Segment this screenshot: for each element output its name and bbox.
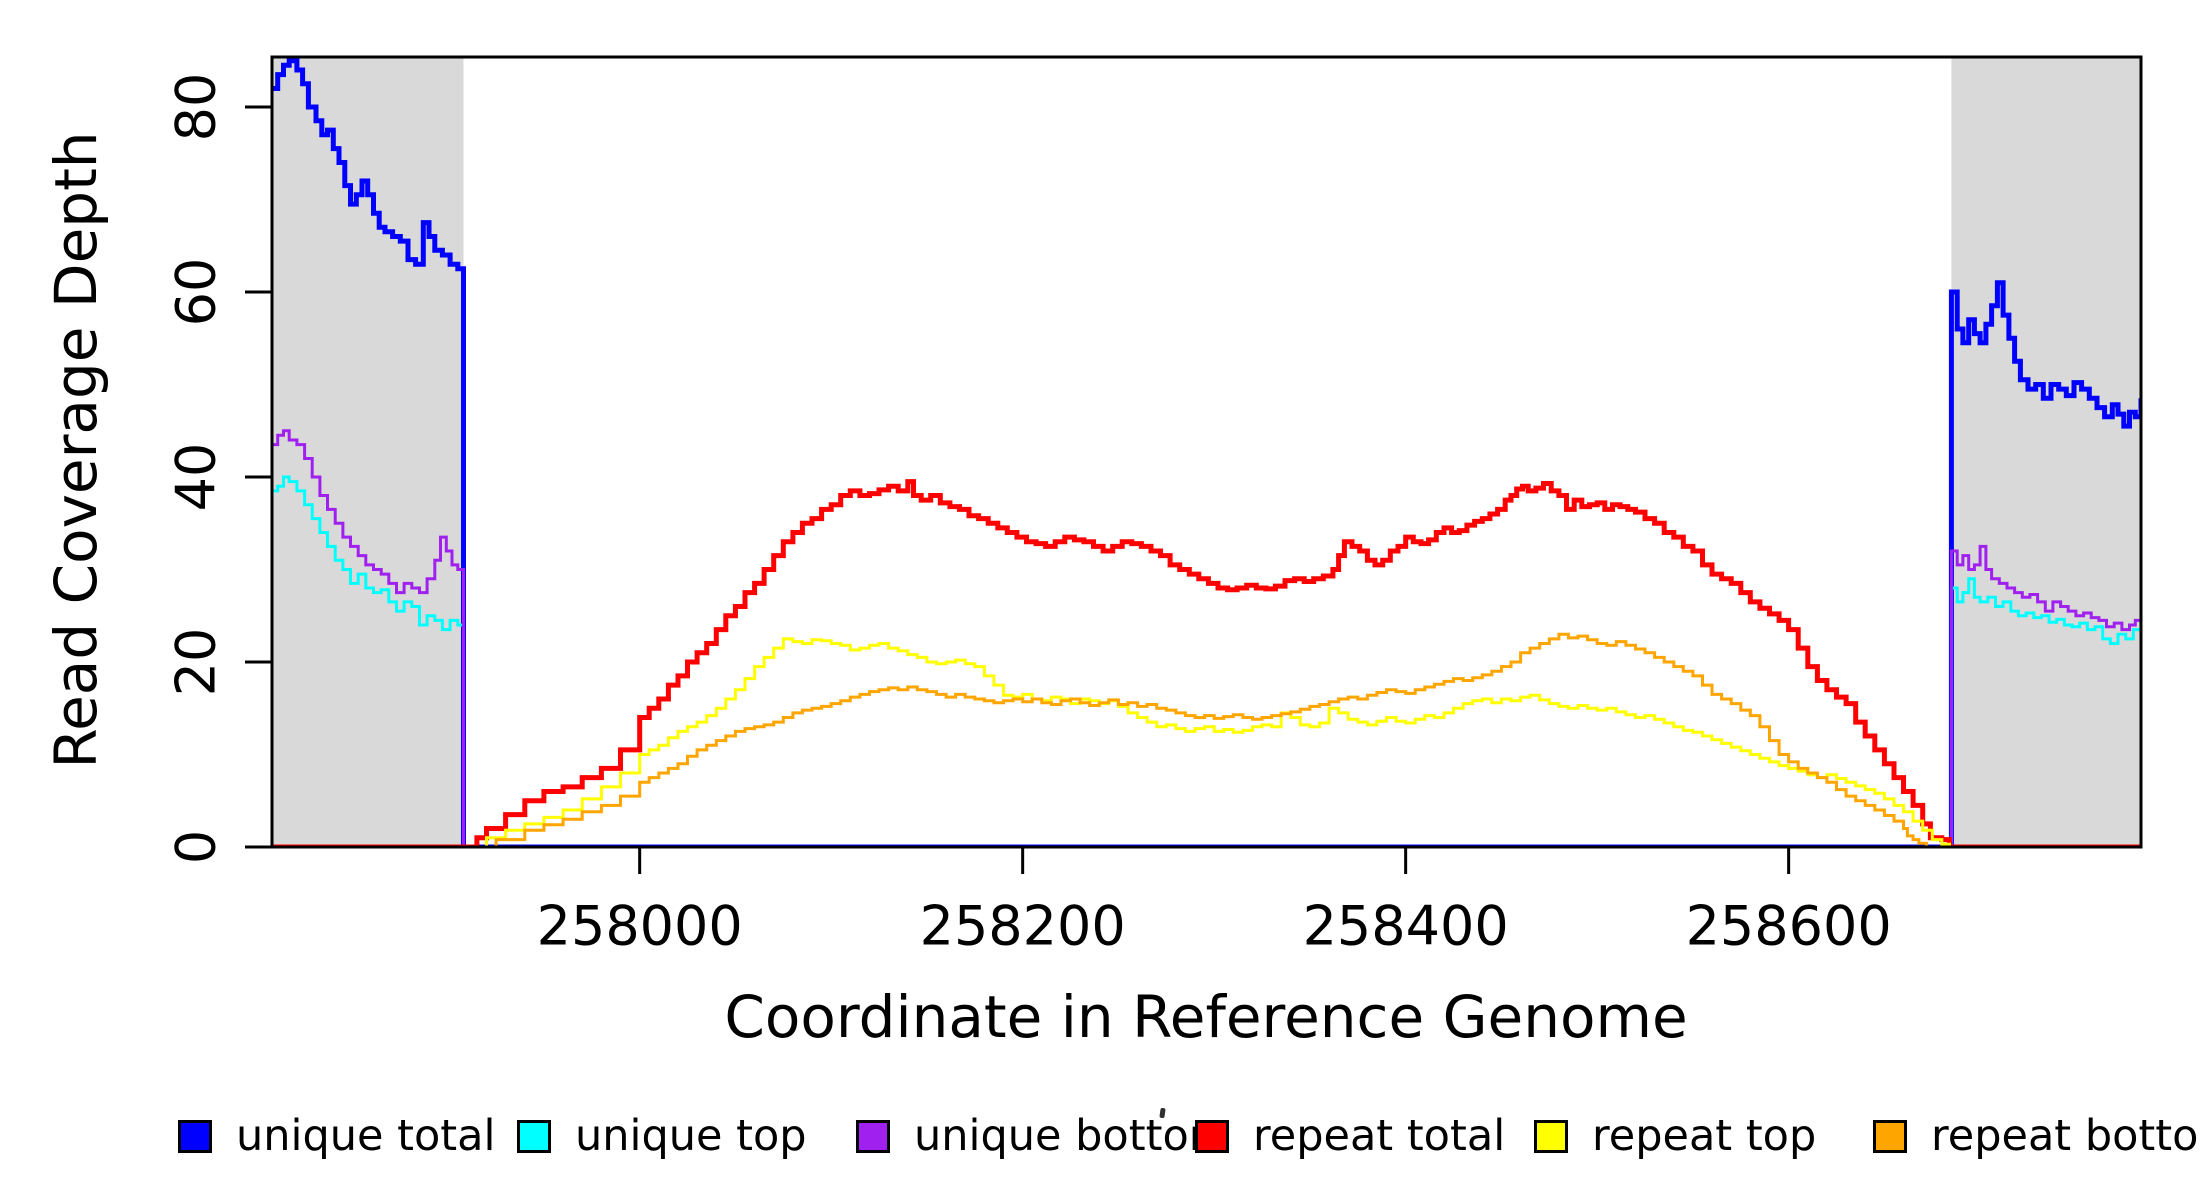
legend-label: repeat bottom (1931, 1111, 2200, 1161)
legend-label: unique bottom (914, 1111, 1231, 1161)
series-unique-bottom (272, 429, 2141, 847)
repeat-top-swatch (1534, 1119, 1568, 1153)
legend-label: repeat top (1592, 1111, 1817, 1161)
legend-item-repeat-bottom: repeat bottom (1873, 1110, 2200, 1162)
y-tick-label-1: 20 (164, 627, 228, 697)
x-axis-title: Coordinate in Reference Genome (724, 983, 1688, 1051)
legend-item-repeat-top: repeat top (1534, 1110, 1816, 1162)
shaded-region (1951, 57, 2141, 847)
x-tick-label-2: 258400 (1302, 894, 1509, 958)
unique-top-swatch (517, 1119, 551, 1153)
unique-total-swatch (178, 1119, 212, 1153)
x-tick-label-0: 258000 (536, 894, 743, 958)
y-tick-label-0: 0 (164, 829, 228, 865)
series-unique-total (272, 58, 2141, 847)
y-tick-label-3: 60 (164, 257, 228, 327)
series-repeat-top (272, 637, 2141, 847)
legend-item-repeat-total: repeat total (1195, 1110, 1505, 1162)
legend-label: repeat total (1253, 1111, 1506, 1161)
series-repeat-total (272, 479, 2141, 847)
shaded-region (272, 57, 464, 847)
unique-bottom-swatch (856, 1119, 890, 1153)
legend-item-unique-bottom: unique bottom (856, 1110, 1231, 1162)
plot-border (270, 55, 2143, 849)
legend-label: unique top (575, 1111, 807, 1161)
y-tick-label-2: 40 (164, 442, 228, 512)
repeat-total-swatch (1195, 1119, 1229, 1153)
legend-item-unique-total: unique total (178, 1110, 495, 1162)
x-tick-label-1: 258200 (919, 894, 1126, 958)
legend-label: unique total (236, 1111, 496, 1161)
series-unique-top (272, 475, 2141, 847)
repeat-bottom-swatch (1873, 1119, 1907, 1153)
x-tick-label-3: 258600 (1685, 894, 1892, 958)
y-tick-label-4: 80 (164, 72, 228, 142)
series-repeat-bottom (272, 632, 2141, 847)
legend-item-unique-top: unique top (517, 1110, 807, 1162)
y-axis-title: Read Coverage Depth (42, 131, 110, 769)
